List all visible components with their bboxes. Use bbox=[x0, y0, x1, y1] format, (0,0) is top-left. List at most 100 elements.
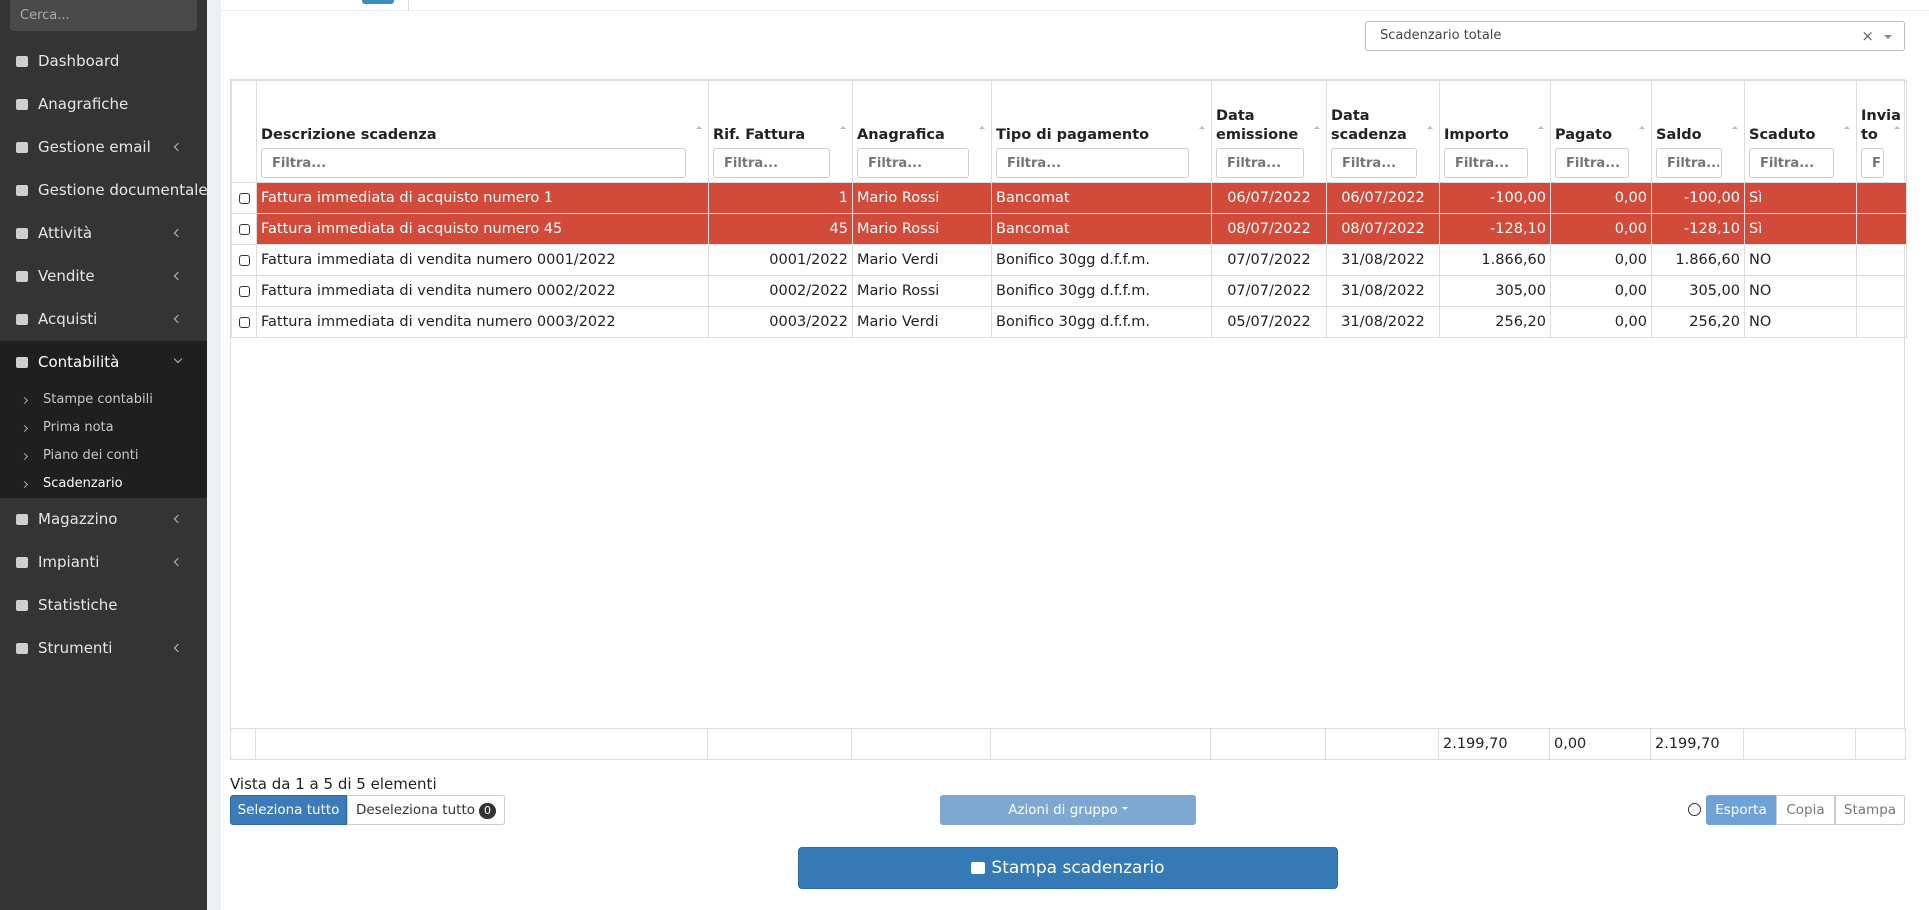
table-cell: 45 bbox=[708, 213, 853, 245]
menu-item[interactable]: Dashboard bbox=[0, 40, 207, 83]
submenu-item[interactable]: Scadenzario bbox=[0, 470, 207, 498]
menu-item[interactable]: Contabilità bbox=[0, 341, 207, 384]
submenu-item[interactable]: Piano dei conti bbox=[0, 442, 207, 470]
menu-label: Dashboard bbox=[38, 52, 120, 70]
table-cell: 08/07/2022 bbox=[1326, 213, 1440, 245]
filter-select[interactable]: Scadenzario totale × bbox=[1365, 21, 1905, 51]
table-cell: Fattura immediata di vendita numero 0001… bbox=[256, 244, 709, 276]
total-cell bbox=[1855, 728, 1906, 760]
tab[interactable] bbox=[362, 0, 394, 4]
tab-line bbox=[221, 10, 1929, 11]
dropdown-arrow bbox=[1884, 35, 1892, 43]
menu-item[interactable]: Statistiche bbox=[0, 584, 207, 627]
column-header[interactable]: Pagato bbox=[1550, 80, 1652, 183]
row-checkbox[interactable] bbox=[238, 285, 250, 297]
menu-item[interactable]: Gestione email bbox=[0, 126, 207, 169]
checkbox-cell bbox=[231, 306, 257, 338]
submenu-item[interactable]: Stampe contabili bbox=[0, 386, 207, 414]
chevron bbox=[20, 424, 29, 433]
column-filter[interactable] bbox=[1656, 148, 1722, 178]
table-cell: 1.866,60 bbox=[1439, 244, 1551, 276]
menu-arrow bbox=[173, 514, 183, 524]
total-cell bbox=[851, 728, 991, 760]
table-cell bbox=[1856, 182, 1907, 214]
table-row[interactable]: Fattura immediata di vendita numero 0002… bbox=[231, 275, 1907, 307]
column-header[interactable]: Anagrafica bbox=[852, 80, 992, 183]
menu: Dashboard Anagrafiche Gestione email Gestio… bbox=[0, 40, 208, 670]
table-cell: 06/07/2022 bbox=[1326, 182, 1440, 214]
column-header[interactable]: Scaduto bbox=[1744, 80, 1857, 183]
copy-button[interactable]: Copia bbox=[1776, 795, 1835, 825]
column-header[interactable]: Importo bbox=[1439, 80, 1551, 183]
menu-item[interactable]: Impianti bbox=[0, 541, 207, 584]
menu-arrow bbox=[173, 142, 183, 152]
sort-icon bbox=[840, 123, 846, 129]
header-cell bbox=[231, 80, 257, 183]
column-filter[interactable] bbox=[1444, 148, 1528, 178]
column-filter[interactable] bbox=[857, 148, 969, 178]
header-label: Tipo di pagamento bbox=[996, 127, 1150, 143]
column-filter[interactable] bbox=[1216, 148, 1304, 178]
column-header[interactable]: Inviato bbox=[1856, 80, 1907, 183]
submenu-label: Scadenzario bbox=[43, 476, 123, 491]
column-header[interactable]: Descrizione scadenza bbox=[256, 80, 709, 183]
search-box[interactable]: Cerca... bbox=[10, 0, 197, 31]
column-header[interactable]: Tipo di pagamento bbox=[991, 80, 1212, 183]
menu-arrow bbox=[173, 314, 183, 324]
column-filter[interactable] bbox=[713, 148, 830, 178]
submenu-item[interactable]: Prima nota bbox=[0, 414, 207, 442]
total-cell bbox=[990, 728, 1211, 760]
column-header[interactable]: Saldo bbox=[1651, 80, 1745, 183]
table-cell: Bonifico 30gg d.f.f.m. bbox=[991, 275, 1212, 307]
menu-item[interactable]: Anagrafiche bbox=[0, 83, 207, 126]
table-cell: 31/08/2022 bbox=[1326, 306, 1440, 338]
help-icon[interactable] bbox=[1688, 803, 1701, 816]
table-row[interactable]: Fattura immediata di acquisto numero 45 4… bbox=[231, 213, 1907, 245]
select-clear[interactable]: × bbox=[1861, 27, 1874, 45]
menu-item[interactable]: Magazzino bbox=[0, 498, 207, 541]
sort-icon bbox=[1199, 123, 1205, 129]
table-cell: Fattura immediata di vendita numero 0002… bbox=[256, 275, 709, 307]
export-button[interactable]: Esporta bbox=[1706, 795, 1776, 825]
table-cell: Sì bbox=[1744, 213, 1857, 245]
sort-icon bbox=[979, 123, 985, 129]
menu-item[interactable]: Attività bbox=[0, 212, 207, 255]
row-checkbox[interactable] bbox=[238, 223, 250, 235]
header-label: Scaduto bbox=[1749, 127, 1816, 143]
tab-separator bbox=[408, 0, 409, 11]
column-filter[interactable] bbox=[996, 148, 1189, 178]
menu-item[interactable]: Strumenti bbox=[0, 627, 207, 670]
table-cell: 31/08/2022 bbox=[1326, 244, 1440, 276]
column-filter[interactable] bbox=[1861, 148, 1884, 178]
column-filter[interactable] bbox=[1331, 148, 1417, 178]
print-schedule-button[interactable]: Stampa scadenzario bbox=[798, 847, 1338, 889]
table-cell: 08/07/2022 bbox=[1211, 213, 1327, 245]
table-cell bbox=[1856, 213, 1907, 245]
menu-item[interactable]: Vendite bbox=[0, 255, 207, 298]
total-cell: 0,00 bbox=[1549, 728, 1651, 760]
column-filter[interactable] bbox=[1555, 148, 1629, 178]
menu-item[interactable]: Gestione documentale bbox=[0, 169, 208, 212]
table-row[interactable]: Fattura immediata di vendita numero 0001… bbox=[231, 244, 1907, 276]
submenu: Stampe contabili Prima nota Piano dei cont… bbox=[0, 384, 207, 498]
deselect-all-button[interactable]: Deseleziona tutto 0 bbox=[347, 795, 505, 825]
column-header[interactable]: Data scadenza bbox=[1326, 80, 1440, 183]
column-header[interactable]: Rif. Fattura bbox=[708, 80, 853, 183]
menu-icon bbox=[16, 357, 28, 368]
row-checkbox[interactable] bbox=[238, 254, 250, 266]
column-header[interactable]: Data emissione bbox=[1211, 80, 1327, 183]
submenu-label: Stampe contabili bbox=[43, 392, 153, 407]
row-checkbox[interactable] bbox=[238, 316, 250, 328]
column-filter[interactable] bbox=[261, 148, 686, 178]
column-filter[interactable] bbox=[1749, 148, 1834, 178]
print-button[interactable]: Stampa bbox=[1835, 795, 1905, 825]
menu-label: Strumenti bbox=[38, 639, 113, 657]
menu-item[interactable]: Acquisti bbox=[0, 298, 207, 341]
group-actions-button[interactable]: Azioni di gruppo bbox=[940, 795, 1196, 825]
table-row[interactable]: Fattura immediata di vendita numero 0003… bbox=[231, 306, 1907, 338]
row-checkbox[interactable] bbox=[238, 192, 250, 204]
table-cell: Mario Rossi bbox=[852, 182, 992, 214]
select-all-button[interactable]: Seleziona tutto bbox=[230, 795, 347, 825]
table-cell: Bancomat bbox=[991, 213, 1212, 245]
